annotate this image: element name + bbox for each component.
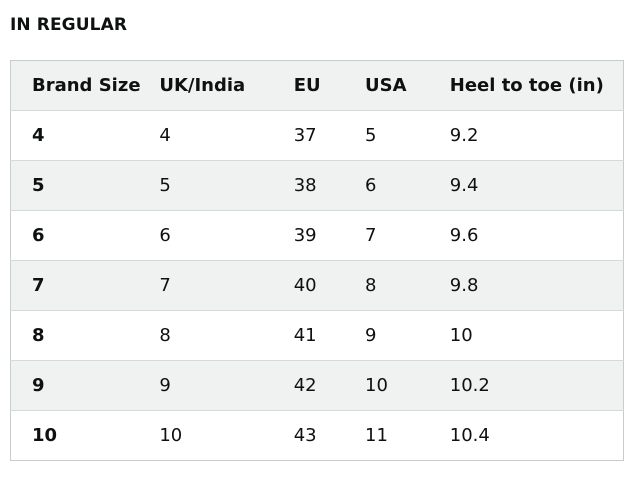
brand-size-cell: 5: [10, 160, 160, 211]
eu-cell: 39: [293, 210, 366, 261]
brand-size-cell: 4: [10, 110, 160, 161]
brand-size-cell: 9: [10, 360, 160, 411]
column-header-uk-india: UK/India: [159, 60, 294, 111]
usa-cell: 5: [365, 110, 450, 161]
usa-cell: 10: [365, 360, 450, 411]
usa-cell: 11: [365, 410, 450, 461]
table-row: 7 7 40 8 9.8: [10, 260, 624, 311]
eu-cell: 42: [293, 360, 366, 411]
heel-to-toe-cell: 9.2: [449, 110, 624, 161]
uk-india-cell: 10: [159, 410, 294, 461]
uk-india-cell: 4: [159, 110, 294, 161]
column-header-heel-to-toe: Heel to toe (in): [449, 60, 624, 111]
heel-to-toe-cell: 10.2: [449, 360, 624, 411]
heel-to-toe-cell: 9.6: [449, 210, 624, 261]
eu-cell: 38: [293, 160, 366, 211]
column-header-eu: EU: [293, 60, 366, 111]
heel-to-toe-cell: 9.4: [449, 160, 624, 211]
brand-size-cell: 10: [10, 410, 160, 461]
usa-cell: 8: [365, 260, 450, 311]
table-row: 8 8 41 9 10: [10, 310, 624, 361]
table-row: 9 9 42 10 10.2: [10, 360, 624, 411]
table-row: 6 6 39 7 9.6: [10, 210, 624, 261]
brand-size-cell: 7: [10, 260, 160, 311]
table-row: 5 5 38 6 9.4: [10, 160, 624, 211]
heel-to-toe-cell: 10.4: [449, 410, 624, 461]
eu-cell: 37: [293, 110, 366, 161]
uk-india-cell: 8: [159, 310, 294, 361]
uk-india-cell: 6: [159, 210, 294, 261]
column-header-brand-size: Brand Size: [10, 60, 160, 111]
usa-cell: 7: [365, 210, 450, 261]
column-header-usa: USA: [365, 60, 450, 111]
uk-india-cell: 5: [159, 160, 294, 211]
brand-size-cell: 6: [10, 210, 160, 261]
table-header-row: Brand Size UK/India EU USA Heel to toe (…: [10, 60, 624, 111]
eu-cell: 40: [293, 260, 366, 311]
eu-cell: 41: [293, 310, 366, 361]
heel-to-toe-cell: 10: [449, 310, 624, 361]
usa-cell: 9: [365, 310, 450, 361]
heel-to-toe-cell: 9.8: [449, 260, 624, 311]
uk-india-cell: 9: [159, 360, 294, 411]
table-row: 10 10 43 11 10.4: [10, 410, 624, 461]
uk-india-cell: 7: [159, 260, 294, 311]
brand-size-cell: 8: [10, 310, 160, 361]
section-title: IN REGULAR: [10, 15, 128, 35]
usa-cell: 6: [365, 160, 450, 211]
table-row: 4 4 37 5 9.2: [10, 110, 624, 161]
size-table: Brand Size UK/India EU USA Heel to toe (…: [10, 60, 624, 461]
eu-cell: 43: [293, 410, 366, 461]
